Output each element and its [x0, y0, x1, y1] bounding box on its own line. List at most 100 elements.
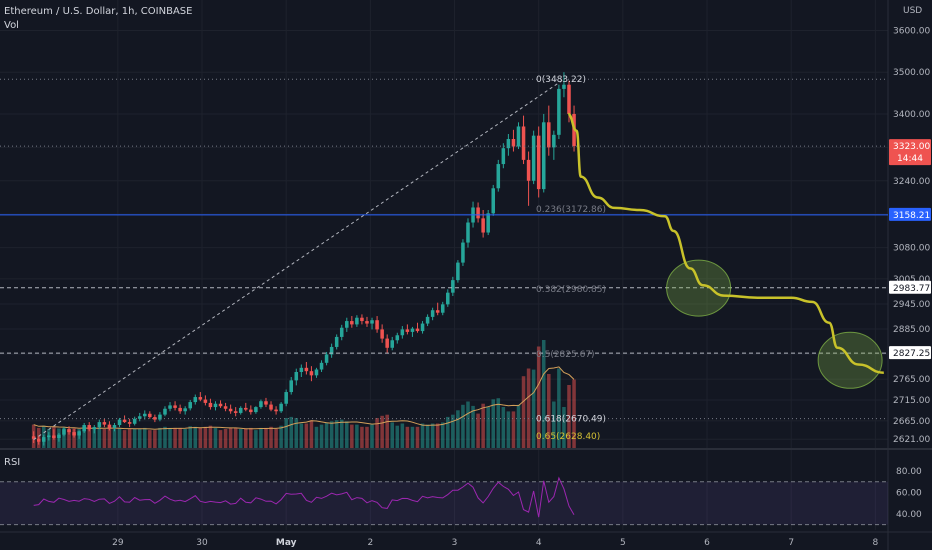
price-marker-box — [889, 346, 931, 360]
volume-bar — [324, 422, 329, 448]
candle-body — [521, 126, 526, 160]
rsi-band — [0, 481, 888, 525]
candle-body — [137, 416, 142, 419]
candle-body — [102, 422, 107, 425]
volume-bar — [299, 423, 304, 448]
price-tick-label: 3080.00 — [893, 244, 930, 254]
candle-body — [329, 346, 334, 355]
candle-body — [511, 139, 516, 147]
volume-bar — [557, 368, 561, 448]
candle-body — [87, 425, 91, 430]
fib-level-label: 0.236(3172.86) — [536, 205, 606, 215]
price-marker-label: 3158.21 — [893, 211, 930, 221]
volume-ma-line — [33, 366, 575, 430]
candle-body — [395, 335, 400, 341]
candle-body — [279, 403, 283, 412]
price-tick-label: 3600.00 — [893, 26, 930, 36]
volume-bar — [173, 427, 177, 448]
candle-body — [304, 367, 309, 372]
candle-body — [390, 340, 395, 348]
time-tick-label: 4 — [536, 538, 542, 548]
volume-bar — [345, 421, 349, 448]
volume-bar — [516, 404, 521, 448]
volume-bar — [289, 416, 293, 448]
candle-body — [516, 126, 521, 147]
volume-bar — [385, 414, 389, 448]
candle-body — [552, 134, 556, 148]
volume-bar — [269, 426, 273, 448]
candle-body — [42, 437, 46, 442]
volume-bar — [567, 385, 571, 448]
candle-body — [57, 434, 61, 438]
volume-bar — [435, 423, 440, 448]
volume-bar — [82, 426, 86, 448]
price-tick-label: 2621.00 — [893, 435, 930, 445]
candle-body — [501, 148, 506, 165]
candle-body — [476, 207, 480, 219]
price-marker-box — [889, 280, 931, 294]
time-tick-label: 6 — [704, 538, 710, 548]
candle-body — [36, 438, 41, 442]
volume-bar — [486, 407, 490, 448]
candle-body — [355, 317, 359, 325]
volume-bar — [137, 429, 142, 448]
volume-bar — [127, 429, 132, 448]
volume-bar — [314, 426, 319, 448]
time-tick-label: 7 — [788, 538, 794, 548]
candle-body — [97, 422, 102, 428]
volume-bar — [163, 426, 167, 448]
time-tick-label: May — [276, 538, 297, 548]
volume-bar — [122, 430, 127, 448]
candle-body — [193, 397, 198, 403]
volume-bar — [92, 429, 97, 448]
candle-body — [557, 88, 561, 135]
price-marker-label: 2827.25 — [893, 349, 930, 359]
volume-bar — [329, 421, 334, 448]
volume-bar — [62, 427, 66, 448]
volume-bar — [213, 427, 218, 448]
volume-bar — [456, 410, 460, 448]
volume-bar — [102, 429, 107, 448]
price-marker-box — [889, 207, 931, 221]
candle-body — [233, 411, 238, 413]
volume-bar — [350, 424, 354, 448]
candle-body — [289, 380, 293, 393]
volume-bar — [536, 346, 541, 448]
candle-body — [481, 218, 485, 233]
volume-bar — [572, 379, 576, 448]
candle-body — [410, 328, 415, 332]
candle-body — [62, 429, 66, 435]
candle-body — [127, 422, 132, 424]
candle-body — [294, 372, 299, 381]
volume-bar — [334, 420, 339, 448]
candle-body — [547, 122, 551, 148]
candle-body — [400, 329, 405, 336]
highlight-circle — [666, 259, 732, 317]
candle-body — [92, 427, 97, 430]
candle-body — [314, 369, 319, 376]
candle-body — [562, 84, 566, 89]
candle-body — [350, 321, 354, 325]
rsi-line — [33, 476, 575, 518]
rsi-label: RSI — [4, 457, 21, 468]
time-tick-label: 2 — [367, 538, 373, 548]
candle-body — [274, 409, 278, 412]
price-marker-label: 2983.77 — [893, 284, 930, 294]
volume-bar — [117, 427, 122, 448]
candle-body — [345, 321, 349, 328]
candle-body — [486, 213, 490, 233]
candle-body — [541, 122, 546, 190]
price-marker-label: 3323.00 — [893, 142, 930, 152]
candle-body — [168, 405, 172, 409]
candle-body — [456, 262, 460, 281]
volume-bar — [531, 369, 536, 448]
volume-bar — [466, 401, 470, 448]
volume-bar — [461, 404, 465, 448]
candle-body — [461, 242, 465, 263]
price-tick-label: 3240.00 — [893, 177, 930, 187]
candle-body — [249, 409, 253, 413]
volume-bar — [552, 401, 556, 448]
volume-bar — [430, 423, 435, 448]
